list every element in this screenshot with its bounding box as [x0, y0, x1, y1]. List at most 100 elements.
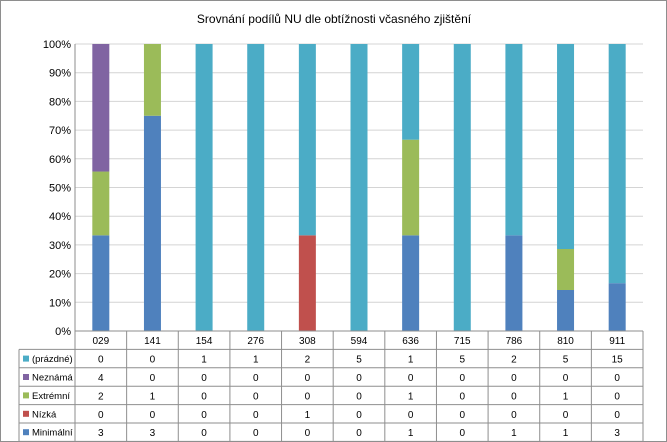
- bar-segment: [402, 44, 420, 140]
- category-label: 141: [144, 336, 161, 347]
- legend-swatch: [23, 374, 29, 380]
- data-label: 5: [356, 355, 362, 366]
- y-tick-label: 100%: [43, 39, 71, 51]
- y-tick-label: 70%: [49, 125, 71, 137]
- bar-segment: [195, 44, 213, 331]
- data-label: 0: [305, 428, 311, 439]
- data-label: 0: [201, 410, 207, 421]
- bar-segment: [557, 290, 575, 331]
- data-label: 3: [150, 428, 156, 439]
- data-label: 0: [253, 373, 259, 384]
- data-label: 0: [511, 410, 517, 421]
- data-label: 0: [408, 410, 414, 421]
- data-label: 0: [563, 373, 569, 384]
- bar-segment: [143, 44, 161, 116]
- bar-segment: [402, 235, 420, 331]
- bar-segment: [557, 44, 575, 249]
- y-tick-label: 50%: [49, 183, 71, 195]
- bar-segment: [92, 235, 110, 331]
- bar-segment: [505, 44, 523, 236]
- data-label: 0: [305, 391, 311, 402]
- bar-segment: [298, 235, 316, 331]
- data-label: 0: [150, 410, 156, 421]
- data-label: 0: [356, 410, 362, 421]
- data-label: 1: [150, 391, 156, 402]
- category-label: 715: [454, 336, 471, 347]
- data-label: 1: [201, 355, 207, 366]
- legend-entry: Minimální: [32, 428, 73, 439]
- data-label: 2: [511, 355, 517, 366]
- data-label: 0: [253, 410, 259, 421]
- data-label: 0: [614, 410, 620, 421]
- data-label: 1: [408, 355, 414, 366]
- category-label: 276: [247, 336, 264, 347]
- data-label: 4: [98, 373, 104, 384]
- data-label: 0: [253, 391, 259, 402]
- bar-segment: [298, 44, 316, 236]
- data-label: 0: [201, 428, 207, 439]
- data-label: 0: [253, 428, 259, 439]
- data-label: 0: [98, 410, 104, 421]
- bar-segment: [350, 44, 368, 331]
- legend-entry: Nízká: [32, 409, 57, 420]
- bars: [92, 44, 626, 331]
- bar-segment: [247, 44, 265, 331]
- legend-swatch: [23, 410, 29, 417]
- data-label: 0: [305, 373, 311, 384]
- bar-segment: [402, 139, 420, 236]
- data-label: 3: [98, 428, 104, 439]
- data-label: 0: [614, 391, 620, 402]
- y-tick-label: 80%: [49, 96, 71, 108]
- bar-segment: [92, 171, 110, 236]
- data-label: 0: [150, 373, 156, 384]
- bar-segment: [608, 44, 626, 284]
- data-label: 0: [459, 428, 465, 439]
- bar-segment: [453, 44, 471, 331]
- data-table: 029 141 154 276 308 594 636 715 786 810 911(prázdn…: [18, 330, 644, 441]
- bar-segment: [608, 283, 626, 331]
- data-label: 0: [459, 391, 465, 402]
- category-label: 786: [506, 336, 523, 347]
- data-label: 0: [511, 373, 517, 384]
- data-label: 0: [356, 428, 362, 439]
- y-axis: 0% 10% 20% 30% 40% 50% 60% 70% 80% 90% 100%: [43, 39, 76, 338]
- data-label: 1: [253, 355, 259, 366]
- legend-swatch: [23, 392, 29, 399]
- data-label: 1: [563, 391, 569, 402]
- data-label: 0: [356, 391, 362, 402]
- legend-swatch: [23, 429, 29, 436]
- data-label: 1: [408, 391, 414, 402]
- legend-swatch: [23, 355, 29, 362]
- category-label: 810: [557, 336, 574, 347]
- y-tick-label: 60%: [49, 154, 71, 166]
- y-tick-label: 30%: [49, 240, 71, 252]
- data-label: 1: [305, 410, 311, 421]
- chart-title: Srovnání podílů NU dle obtížnosti včasné…: [197, 12, 472, 26]
- bar-segment: [143, 115, 161, 331]
- category-label: 154: [196, 336, 213, 347]
- data-label: 0: [614, 373, 620, 384]
- y-tick-label: 40%: [49, 211, 71, 223]
- data-label: 0: [459, 410, 465, 421]
- data-label: 0: [459, 373, 465, 384]
- category-label: 029: [92, 336, 109, 347]
- data-label: 0: [201, 391, 207, 402]
- category-label: 594: [351, 336, 368, 347]
- data-label: 0: [511, 391, 517, 402]
- legend-entry: (prázdné): [32, 354, 73, 365]
- y-tick-label: 0%: [55, 326, 71, 338]
- data-label: 2: [305, 355, 311, 366]
- data-label: 1: [511, 428, 517, 439]
- data-label: 0: [150, 355, 156, 366]
- bar-segment: [557, 249, 575, 290]
- category-label: 911: [609, 336, 625, 347]
- legend-entry: Neznámá: [32, 373, 73, 384]
- y-tick-label: 20%: [49, 269, 71, 281]
- data-label: 0: [563, 410, 569, 421]
- y-tick-label: 10%: [49, 297, 71, 309]
- bar-segment: [505, 235, 523, 331]
- data-label: 0: [408, 373, 414, 384]
- legend-entry: Extrémní: [32, 391, 70, 402]
